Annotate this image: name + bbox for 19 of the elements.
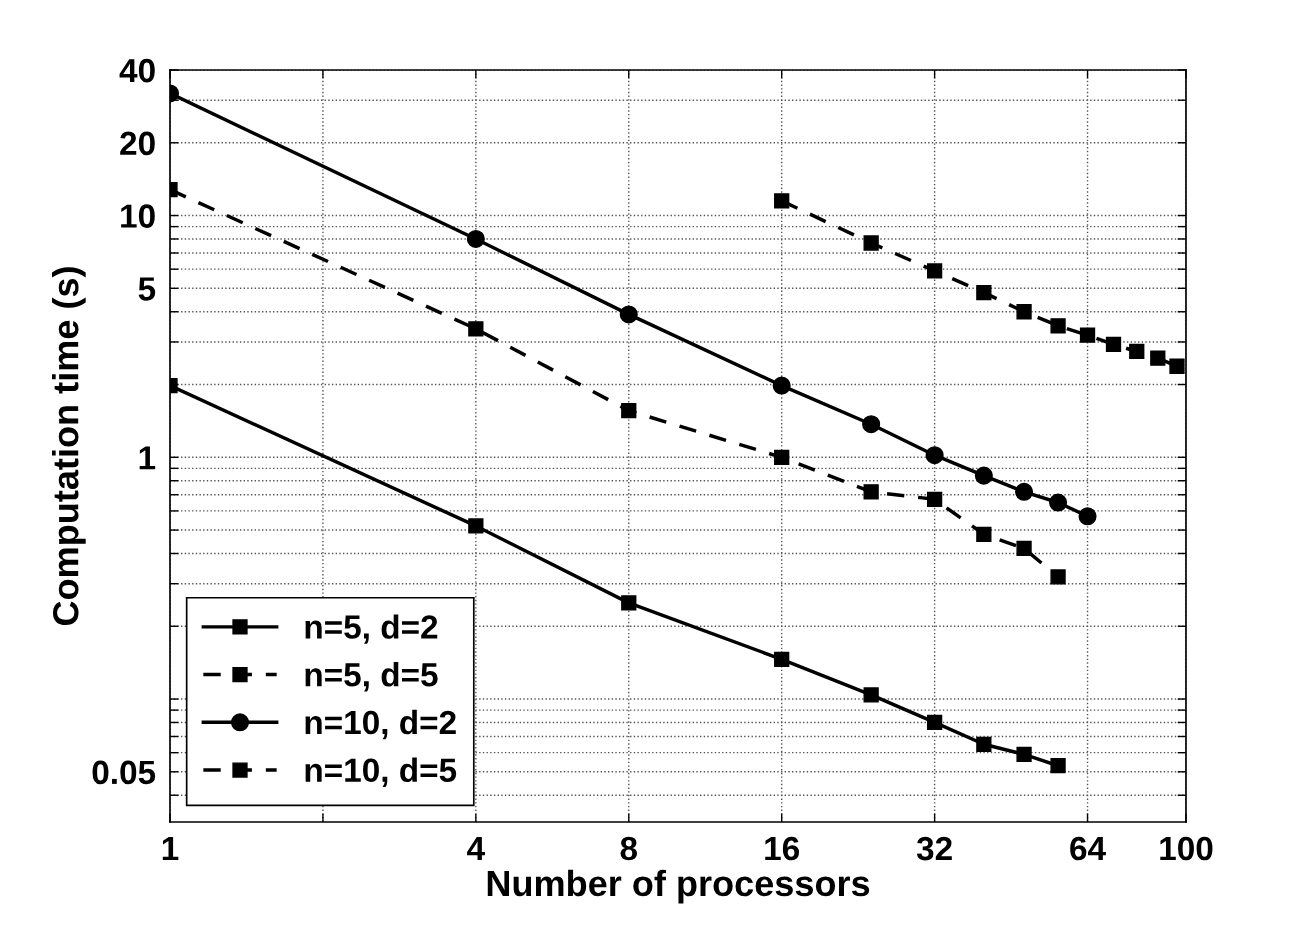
y-tick-label: 20 bbox=[120, 131, 155, 156]
x-tick-label: 64 bbox=[1070, 836, 1106, 861]
y-tick-label: 10 bbox=[121, 204, 155, 228]
y-tick-label: 0.05 bbox=[92, 760, 156, 785]
x-axis-title: Number of processors bbox=[487, 869, 870, 904]
y-tick-label: 5 bbox=[138, 277, 156, 301]
legend-label: n=5, d=5 bbox=[305, 662, 438, 692]
y-tick-label: 1 bbox=[139, 446, 156, 470]
x-tick-label: 32 bbox=[916, 836, 952, 861]
y-tick-label: 40 bbox=[119, 58, 155, 83]
x-tick-label: 16 bbox=[765, 836, 800, 861]
y-axis-title: Computation time (s) bbox=[52, 267, 86, 626]
legend-label: n=10, d=2 bbox=[305, 709, 456, 740]
legend-label: n=5, d=2 bbox=[305, 614, 438, 644]
x-tick-label: 4 bbox=[467, 837, 485, 861]
x-tick-label: 8 bbox=[620, 836, 638, 861]
x-tick-label: 100 bbox=[1160, 836, 1213, 861]
legend-label: n=10, d=5 bbox=[305, 757, 457, 787]
x-tick-label: 1 bbox=[162, 837, 179, 861]
